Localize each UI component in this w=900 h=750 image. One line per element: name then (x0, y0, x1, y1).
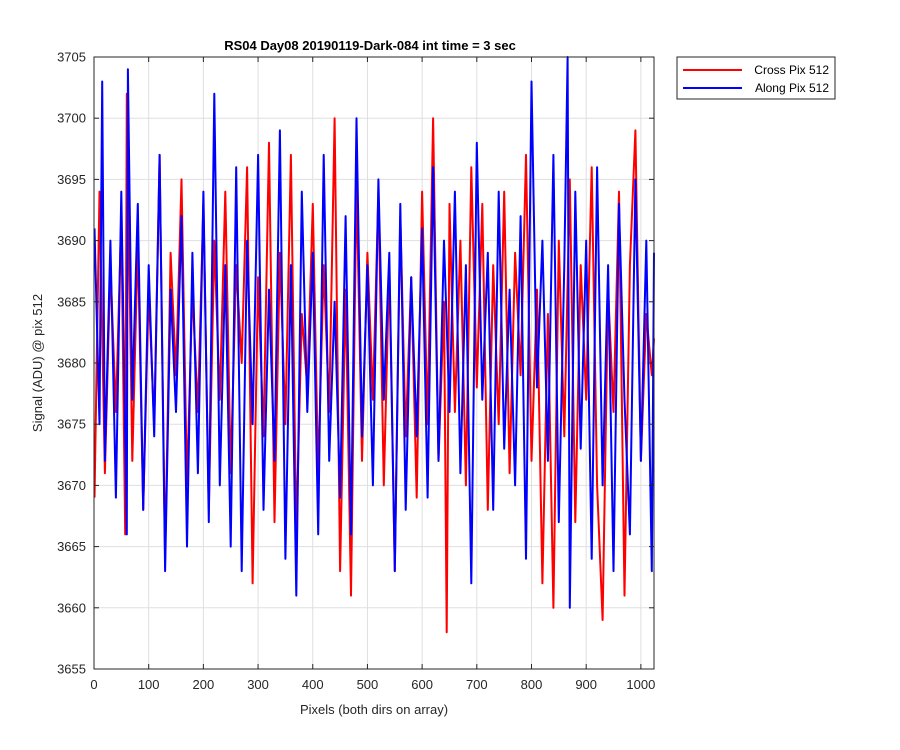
y-tick-label: 3655 (57, 662, 86, 677)
x-tick-label: 500 (357, 677, 379, 692)
x-tick-label: 0 (90, 677, 97, 692)
y-tick-label: 3675 (57, 417, 86, 432)
series-line-1 (93, 56, 655, 609)
x-tick-label: 400 (302, 677, 324, 692)
y-tick-label: 3700 (57, 111, 86, 126)
y-tick-label: 3680 (57, 356, 86, 371)
y-tick-label: 3665 (57, 539, 86, 554)
x-tick-labels: 0 100 200 300 400 500 600 700 800 900 1000 (90, 677, 655, 692)
legend-label-along: Along Pix 512 (755, 81, 829, 95)
x-tick-label: 800 (521, 677, 543, 692)
x-tick-label: 600 (411, 677, 433, 692)
y-tick-label: 3670 (57, 478, 86, 493)
y-tick-label: 3705 (57, 50, 86, 65)
y-axis-label: Signal (ADU) @ pix 512 (30, 294, 45, 432)
x-tick-label: 300 (247, 677, 269, 692)
legend-box (676, 56, 836, 100)
y-tick-label: 3695 (57, 172, 86, 187)
legend: Cross Pix 512 Along Pix 512 (676, 56, 836, 100)
chart-title: RS04 Day08 20190119-Dark-084 int time = … (224, 38, 516, 53)
x-tick-label: 1000 (626, 677, 655, 692)
legend-label-cross: Cross Pix 512 (754, 63, 829, 77)
y-tick-label: 3690 (57, 233, 86, 248)
tick-marks (93, 56, 654, 670)
series-layer (93, 56, 655, 634)
x-tick-label: 900 (575, 677, 597, 692)
y-tick-label: 3685 (57, 294, 86, 309)
x-tick-label: 700 (466, 677, 488, 692)
y-tick-label: 3660 (57, 600, 86, 615)
x-tick-label: 200 (193, 677, 215, 692)
y-tick-labels: 3655 3660 3665 3670 3675 3680 3685 3690 3695 3700… (57, 50, 86, 677)
x-axis-label: Pixels (both dirs on array) (300, 702, 448, 717)
x-tick-label: 100 (138, 677, 160, 692)
